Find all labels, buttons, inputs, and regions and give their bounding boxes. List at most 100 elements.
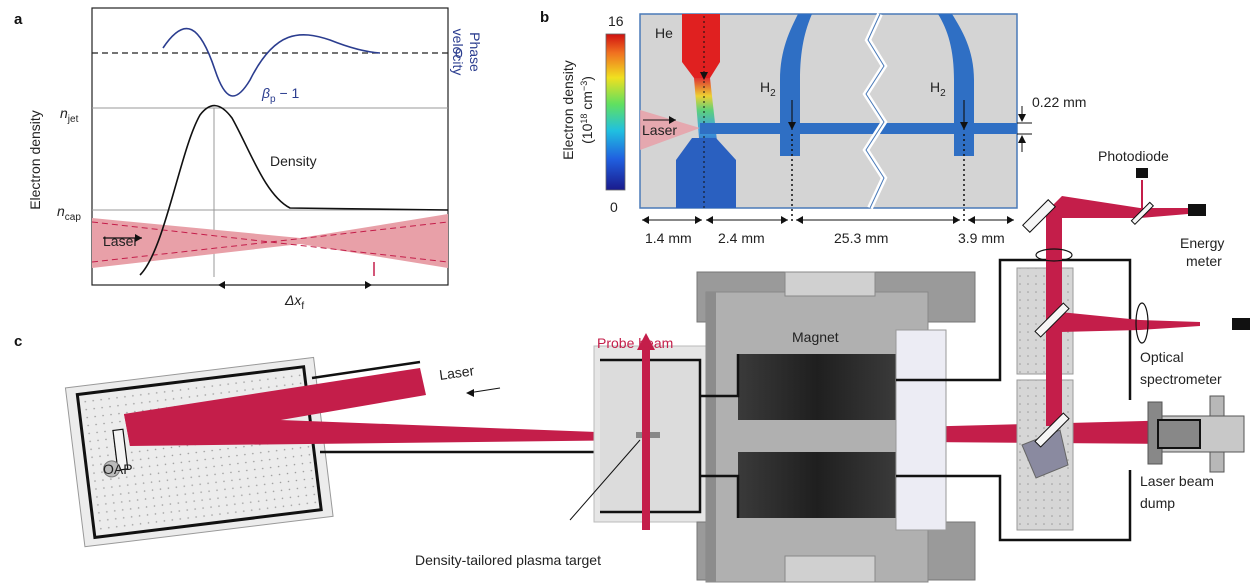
lens-horizontal [1135, 302, 1149, 344]
he-label: He [655, 25, 673, 41]
beam-dump-line2: dump [1140, 495, 1175, 511]
magnet-chamber-outline [700, 354, 740, 518]
beta-label: βp − 1 [261, 85, 300, 105]
energy-meter-beam [1140, 208, 1188, 218]
magnet-pole-top [738, 354, 896, 420]
density-label: Density [270, 153, 317, 169]
axis-break-outline [865, 13, 885, 209]
distance-arrowhead-2b [781, 216, 788, 224]
spectrometer-beam [1060, 312, 1200, 332]
magnet-cap-bottom [784, 555, 876, 583]
magnet-pole-bottom [738, 452, 896, 518]
photodiode-label: Photodiode [1098, 148, 1169, 164]
n-jet-label: njet [60, 105, 79, 125]
oap-label: OAP [103, 461, 133, 477]
colorbar-max: 16 [608, 13, 624, 29]
magnet-side-plate [895, 329, 947, 531]
oap-chamber [64, 356, 334, 548]
beam-dump-port-top [1209, 395, 1225, 417]
h2-label-1: H2 [760, 79, 776, 99]
laser-envelope [92, 214, 448, 268]
energy-meter-line2: meter [1186, 253, 1222, 269]
distance-arrowhead-3b [953, 216, 960, 224]
beam-dump-port-bottom [1209, 451, 1225, 473]
panel-a: a Density Laser njet ncap Electron densi… [14, 7, 483, 312]
distance-label-1: 1.4 mm [645, 230, 692, 246]
magnet-yoke [705, 291, 929, 583]
phase-velocity-curve [162, 27, 381, 97]
h2-arrowhead-2 [960, 122, 968, 130]
delta-x-arrowhead-left [218, 281, 225, 289]
energy-meter-line1: Energy [1180, 235, 1224, 251]
lens-vertical [1035, 248, 1073, 262]
beamline-pipe-edge [311, 360, 600, 454]
colorbar-label-line2: (1018 cm−3) [579, 76, 595, 144]
optical-spectrometer-line1: Optical [1140, 349, 1184, 365]
laser-arrowhead-b [669, 116, 676, 124]
capillary-channel [700, 123, 1017, 134]
y-axis-label: Electron density [27, 110, 43, 210]
panel-label-a: a [14, 11, 23, 28]
distance-arrowhead-1a [642, 216, 649, 224]
delta-x-label: Δxf [284, 292, 304, 312]
colorbar-min: 0 [610, 199, 618, 215]
beam-dump-core [1157, 419, 1201, 449]
laser-label-b: Laser [642, 122, 677, 138]
spectrometer-mirror [1034, 412, 1070, 448]
turning-mirror-top [1022, 199, 1056, 233]
distance-arrowhead-1b [695, 216, 702, 224]
optical-spectrometer-line2: spectrometer [1140, 371, 1222, 387]
h2-inlet-2 [938, 14, 974, 156]
beam-splitter [1130, 201, 1155, 226]
laser-arrowhead-c [466, 389, 474, 397]
magnet-yoke-edge [706, 292, 716, 582]
distance-label-4: 3.9 mm [958, 230, 1005, 246]
thickness-arrowhead-bottom [1018, 135, 1026, 143]
h2-label-2: H2 [930, 79, 946, 99]
he-nozzle [682, 14, 720, 78]
diagnostic-chamber-outline [896, 258, 1132, 542]
n-cap-label: ncap [57, 203, 81, 223]
h2-arrowhead-1 [788, 122, 796, 130]
distance-row: 1.4 mm 2.4 mm 25.3 mm 3.9 mm [642, 216, 1014, 246]
beam-dump-line1: Laser beam [1140, 473, 1214, 489]
thickness-label: 0.22 mm [1032, 94, 1086, 110]
oap-mount [103, 460, 121, 478]
distance-arrowhead-4a [968, 216, 975, 224]
panel-b: b 16 0 Electron density (1018 cm−3) He L… [540, 9, 1086, 246]
laser-label-c: Laser [438, 362, 475, 383]
probe-beam-arrowhead [637, 333, 655, 350]
h2-inlet-1 [780, 14, 812, 156]
distance-arrowhead-3a [796, 216, 803, 224]
panel-label-c: c [14, 333, 22, 350]
colorbar-label-line1: Electron density [560, 60, 576, 160]
magnet-cap-top [784, 271, 876, 297]
pickoff-beam-horizontal [1046, 196, 1140, 218]
probe-beam-label: Probe beam [597, 335, 673, 351]
oap-mirror [112, 428, 129, 471]
delta-x-arrowhead-right [365, 281, 372, 289]
distance-label-2: 2.4 mm [718, 230, 765, 246]
pickoff-mirror [1034, 302, 1070, 338]
laser-label-a: Laser [103, 233, 138, 249]
distance-arrowhead-4b [1007, 216, 1014, 224]
thickness-arrowhead-top [1018, 114, 1026, 122]
colorbar [605, 33, 626, 191]
photodiode-detector [1136, 168, 1148, 178]
phase-label-line1: Phase [467, 32, 483, 72]
target-label: Density-tailored plasma target [415, 552, 601, 568]
distance-arrowhead-2a [706, 216, 713, 224]
distance-label-3: 25.3 mm [834, 230, 888, 246]
panel-label-b: b [540, 9, 549, 26]
he-arrowhead [700, 72, 708, 80]
target-callout-line [569, 439, 641, 521]
focused-laser-beam [124, 414, 648, 446]
laser-arrowhead-a [135, 234, 142, 242]
density-curve [139, 104, 449, 276]
phase-label-line2: velocity [450, 29, 466, 76]
magnet-label: Magnet [792, 329, 839, 345]
panel-c: c OAP Laser Probe beam Density-tailored … [14, 148, 1250, 583]
zero-label: 0 [455, 45, 463, 61]
energy-meter-detector [1188, 204, 1206, 216]
